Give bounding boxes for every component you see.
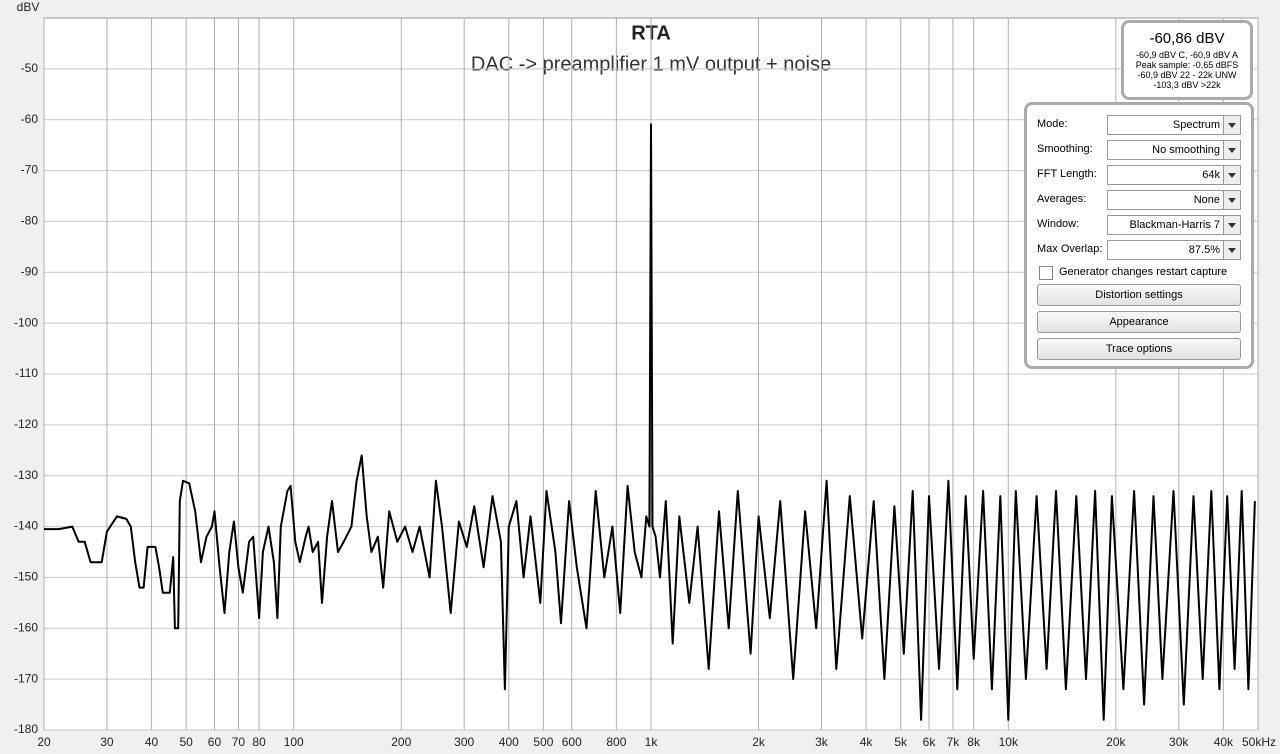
y-tick-label: -100 [14,315,38,329]
dropdown-arrow [1228,148,1236,153]
setting-label: Averages: [1037,193,1087,205]
readout-line: Peak sample: -0,65 dBFS [1135,60,1239,70]
x-tick-label: 5k [894,735,908,749]
x-tick-label: 800 [606,735,626,749]
button[interactable]: Distortion settings [1037,284,1241,306]
readout-line: -60,9 dBV 22 - 22k UNW [1137,70,1237,80]
dropdown[interactable]: No smoothing [1107,140,1241,160]
setting-label: Max Overlap: [1037,243,1103,255]
x-tick-label: 4k [860,735,874,749]
y-tick-label: -110 [15,366,38,380]
y-tick-label: -170 [14,671,38,685]
trace [44,123,1256,721]
x-tick-label: 30 [100,735,114,749]
button[interactable]: Appearance [1037,311,1241,333]
x-tick-label: 2k [752,735,766,749]
y-tick-label: -70 [21,163,39,177]
checkbox[interactable] [1039,266,1053,280]
x-tick-label: 50 [179,735,193,749]
setting-label: Mode: [1037,118,1068,130]
y-axis-label: dBV [17,0,40,14]
settings-panel: Mode: Spectrum Smoothing: No smoothing FFT L… [1024,102,1254,369]
y-tick-label: -120 [14,417,38,431]
x-tick-label: 3k [815,735,829,749]
setting-label: FFT Length: [1037,168,1097,180]
checkbox-label: Generator changes restart capture [1059,266,1228,278]
setting-label: Window: [1037,218,1080,230]
dropdown[interactable]: 87.5% [1107,240,1241,260]
dropdown-arrow [1228,123,1236,128]
x-tick-label: 8k [967,735,981,749]
x-tick-label: 60 [208,735,222,749]
x-tick-label: 6k [923,735,937,749]
x-tick-label: 20 [37,735,51,749]
y-tick-label: -180 [14,722,38,736]
setting-label: Smoothing: [1037,143,1093,155]
x-tick-label: 7k [947,735,961,749]
y-tick-label: -150 [14,570,38,584]
readout-main: -60,86 dBV [1149,30,1225,47]
x-tick-label: 50kHz [1242,735,1276,749]
dropdown-arrow [1228,223,1236,228]
x-tick-label: 400 [499,735,519,749]
x-tick-label: 500 [533,735,553,749]
x-tick-label: 40k [1214,735,1234,749]
dropdown[interactable]: 64k [1107,165,1241,185]
x-tick-label: 300 [454,735,474,749]
dropdown-arrow [1228,198,1236,203]
x-tick-label: 10k [999,735,1019,749]
dropdown[interactable]: None [1107,190,1241,210]
readout-line: -103,3 dBV >22k [1153,80,1221,90]
readout: -60,86 dBV -60,9 dBV C, -60,9 dBV A Peak … [1121,20,1253,100]
y-tick-label: -160 [14,620,38,634]
dropdown[interactable]: Spectrum [1107,115,1241,135]
x-tick-label: 80 [252,735,266,749]
y-tick-label: -90 [21,264,39,278]
x-tick-label: 600 [562,735,582,749]
x-tick-label: 20k [1106,735,1126,749]
x-tick-label: 30k [1169,735,1189,749]
y-tick-label: -80 [21,214,39,228]
y-tick-label: -140 [14,519,38,533]
y-tick-label: -60 [21,112,39,126]
x-tick-label: 200 [391,735,411,749]
readout-line: -60,9 dBV C, -60,9 dBV A [1135,50,1239,60]
x-tick-label: 1k [645,735,659,749]
dropdown[interactable]: Blackman-Harris 7 [1107,215,1241,235]
x-tick-label: 70 [232,735,246,749]
dropdown-arrow [1228,173,1236,178]
y-tick-label: -130 [14,468,38,482]
x-tick-label: 100 [284,735,304,749]
dropdown-arrow [1228,248,1236,253]
x-tick-label: 40 [145,735,159,749]
button[interactable]: Trace options [1037,338,1241,360]
y-tick-label: -50 [21,61,39,75]
